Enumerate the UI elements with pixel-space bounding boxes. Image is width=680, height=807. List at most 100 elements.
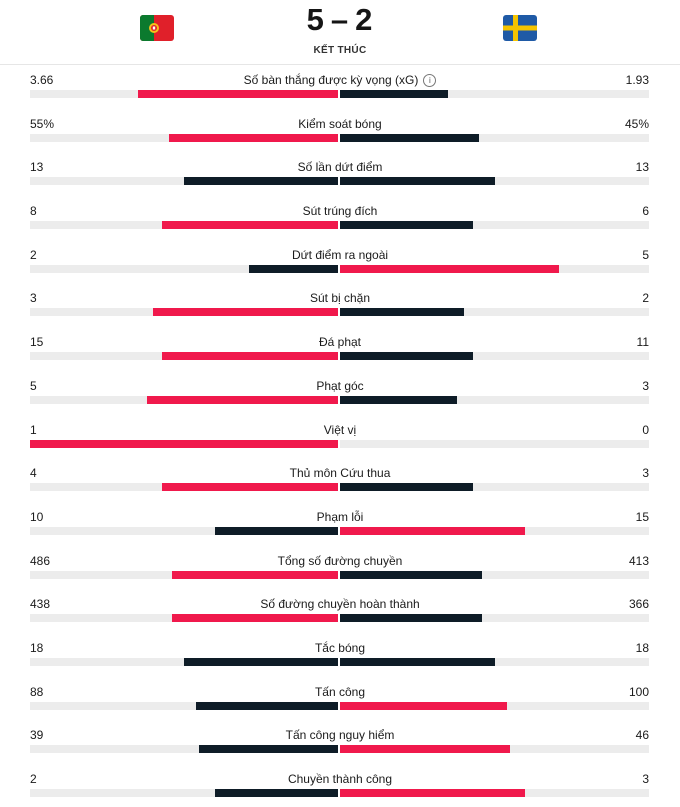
stat-label: Số bàn thắng được kỳ vọng (xG) i — [0, 73, 680, 87]
home-bar-track — [30, 221, 338, 230]
home-value: 3 — [30, 291, 37, 306]
away-bar-track — [340, 133, 649, 142]
away-value: 0 — [642, 422, 649, 437]
stat-label-text: Thủ môn Cứu thua — [289, 466, 391, 481]
home-bar-track — [30, 657, 338, 666]
stat-row: 486 Tổng số đường chuyền 413 — [0, 545, 680, 589]
home-bar — [162, 221, 338, 230]
home-bar-track — [30, 439, 338, 448]
away-value: 2 — [642, 291, 649, 306]
home-bar-track — [30, 90, 338, 98]
home-value: 8 — [30, 204, 37, 219]
sweden-flag-icon[interactable] — [503, 15, 537, 41]
away-bar — [340, 657, 495, 666]
stat-row: 2 Dứt điểm ra ngoài 5 — [0, 239, 680, 283]
home-value: 55% — [30, 116, 55, 131]
stat-label-text: Số bàn thắng được kỳ vọng (xG) — [243, 73, 419, 87]
home-bar — [196, 701, 338, 710]
stat-row: 8 Sút trúng đích 6 — [0, 195, 680, 239]
away-bar-track — [340, 483, 649, 492]
away-bar-track — [340, 439, 649, 448]
stat-row: 55% Kiểm soát bóng 45% — [0, 108, 680, 152]
home-bar-track — [30, 789, 338, 797]
home-bar-track — [30, 483, 338, 492]
away-bar — [340, 570, 483, 579]
away-bar — [340, 352, 473, 361]
stat-label-text: Chuyền thành công — [287, 772, 393, 786]
stat-label: Tổng số đường chuyền — [0, 554, 680, 568]
away-bar — [340, 177, 495, 186]
stat-label-text: Dứt điểm ra ngoài — [291, 247, 389, 262]
home-bar — [147, 395, 338, 404]
home-bar-track — [30, 614, 338, 623]
stat-label-text: Việt vị — [323, 422, 357, 437]
home-bar-track — [30, 133, 338, 142]
stat-row: 3 Sút bị chặn 2 — [0, 282, 680, 326]
away-bar-track — [340, 308, 649, 317]
away-bar-track — [340, 90, 649, 98]
away-value: 1.93 — [625, 73, 649, 87]
stat-row: 2 Chuyền thành công 3 — [0, 763, 680, 807]
home-bar-track — [30, 745, 338, 754]
stat-label: Tấn công — [0, 685, 680, 699]
away-value: 3 — [642, 466, 649, 481]
stat-row: 88 Tấn công 100 — [0, 676, 680, 720]
away-bar — [340, 395, 458, 404]
stat-label-text: Kiểm soát bóng — [298, 116, 382, 131]
away-bar — [340, 789, 526, 797]
home-bar-track — [30, 308, 338, 317]
stat-label: Số đường chuyền hoàn thành — [0, 597, 680, 611]
stat-label: Chuyền thành công — [0, 772, 680, 786]
portugal-flag-icon[interactable] — [140, 15, 174, 41]
home-bar — [214, 526, 338, 535]
away-value: 5 — [642, 247, 649, 262]
home-value: 486 — [30, 553, 51, 568]
stat-row: 1 Việt vị 0 — [0, 414, 680, 458]
away-value: 3 — [642, 772, 649, 786]
match-score: 5–2 — [0, 2, 680, 38]
stat-label-text: Tổng số đường chuyền — [277, 553, 403, 568]
home-bar-track — [30, 701, 338, 710]
away-value: 45% — [624, 116, 649, 131]
stat-label: Đá phạt — [0, 335, 680, 349]
home-value: 5 — [30, 378, 37, 393]
home-bar — [168, 133, 338, 142]
home-value: 2 — [30, 772, 37, 786]
away-bar — [340, 90, 449, 98]
away-bar — [340, 701, 507, 710]
stats-list: 3.66 Số bàn thắng được kỳ vọng (xG) i 1.93 5… — [0, 64, 680, 807]
away-bar-track — [340, 789, 649, 797]
stat-label: Kiểm soát bóng — [0, 117, 680, 131]
away-bar-track — [340, 395, 649, 404]
match-status: KẾT THÚC — [313, 45, 367, 56]
away-bar-track — [340, 526, 649, 535]
home-bar-track — [30, 570, 338, 579]
stat-label-text: Đá phạt — [318, 335, 362, 350]
info-icon[interactable]: i — [423, 74, 437, 87]
home-bar — [137, 90, 338, 98]
away-value: 15 — [635, 509, 649, 524]
stat-label: Phạm lỗi — [0, 510, 680, 524]
stat-label-text: Phạt góc — [316, 378, 364, 393]
away-bar — [340, 483, 473, 492]
home-value: 438 — [30, 597, 51, 612]
home-bar — [171, 614, 338, 623]
away-value: 413 — [628, 553, 649, 568]
home-value: 1 — [30, 422, 37, 437]
home-bar — [248, 264, 338, 273]
stat-label: Thủ môn Cứu thua — [0, 466, 680, 480]
home-value: 88 — [30, 684, 44, 699]
stat-label: Sút trúng đích — [0, 204, 680, 218]
away-bar-track — [340, 701, 649, 710]
stat-label-text: Phạm lỗi — [316, 509, 364, 524]
stat-row: 4 Thủ môn Cứu thua 3 — [0, 457, 680, 501]
stat-row: 10 Phạm lỗi 15 — [0, 501, 680, 545]
home-bar-track — [30, 395, 338, 404]
stat-row: 5 Phạt góc 3 — [0, 370, 680, 414]
home-value: 13 — [30, 160, 44, 175]
home-bar — [171, 570, 338, 579]
stat-label-text: Sút bị chặn — [309, 291, 371, 306]
home-bar — [214, 789, 338, 797]
home-bar — [184, 657, 338, 666]
stat-label-text: Số lần dứt điểm — [297, 160, 383, 175]
